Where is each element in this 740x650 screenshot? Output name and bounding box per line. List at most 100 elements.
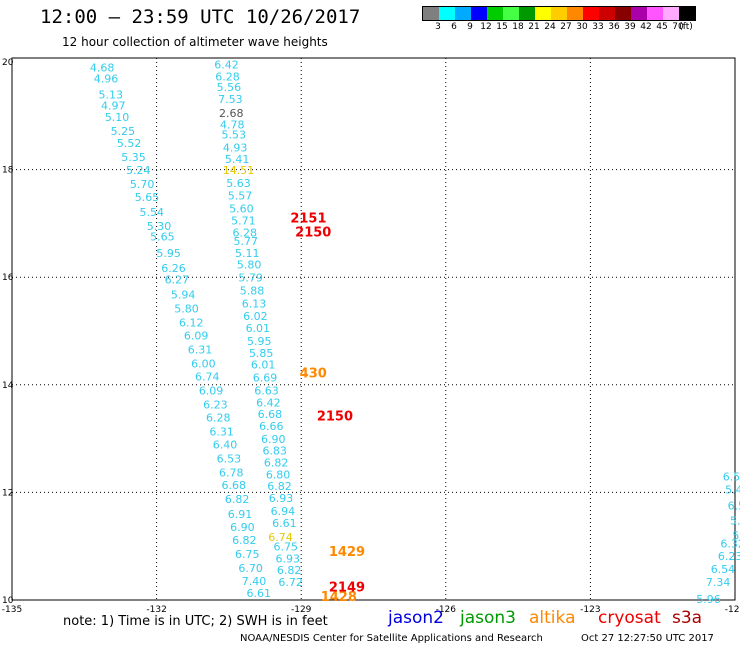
- wave-height-label: 6.75: [235, 548, 260, 561]
- wave-height-label: 6.75: [274, 541, 299, 554]
- wave-height-label: 6.00: [191, 358, 216, 371]
- legend-swatch: [455, 7, 471, 20]
- wave-height-label: 6.55: [728, 500, 740, 513]
- wave-height-label: 6.66: [259, 420, 284, 433]
- wave-height-label: 5.96: [696, 593, 721, 606]
- wave-height-label: 5.53: [732, 530, 740, 543]
- wave-height-label: 6.27: [165, 274, 190, 287]
- wave-height-label: 5.65: [135, 191, 160, 204]
- wave-height-label: 5.41: [225, 153, 250, 166]
- wave-height-label: 6.61: [272, 517, 297, 530]
- wave-height-label: 4.68: [90, 62, 115, 75]
- wave-height-label: 6.28: [215, 70, 240, 83]
- wave-height-label: 5.80: [237, 259, 262, 272]
- legend-swatch: [471, 7, 487, 20]
- wave-height-label: 2149: [329, 580, 365, 595]
- wave-height-label: 5.65: [150, 231, 175, 244]
- satellite-name-jason2: jason2: [388, 608, 444, 628]
- wave-height-label: 7.53: [218, 93, 243, 106]
- wave-height-label: 5.11: [235, 247, 260, 260]
- generated-timestamp: Oct 27 12:27:50 UTC 2017: [581, 633, 714, 644]
- y-tick-label: 16: [2, 273, 14, 283]
- y-tick-label: 14: [2, 381, 14, 391]
- wave-height-label: 5.10: [105, 111, 130, 124]
- wave-height-label: 6.31: [188, 344, 213, 357]
- legend-swatch: [503, 7, 519, 20]
- legend-label: 21: [528, 22, 540, 32]
- legend-label: 15: [496, 22, 508, 32]
- wave-height-label: 5.88: [240, 284, 265, 297]
- wave-height-label: 6.12: [179, 317, 204, 330]
- wave-height-label: 6.90: [230, 521, 255, 534]
- wave-height-label: 7.40: [242, 575, 267, 588]
- wave-height-label: 5.70: [130, 178, 155, 191]
- page-subtitle: 12 hour collection of altimeter wave hei…: [62, 35, 328, 49]
- wave-height-label: 5.95: [156, 247, 181, 260]
- satellite-name-cryosat: cryosat: [598, 608, 661, 628]
- wave-height-label: 1428: [321, 590, 357, 605]
- wave-height-label: 5.54: [140, 206, 165, 219]
- legend-label: 45: [656, 22, 668, 32]
- legend-swatch: [631, 7, 647, 20]
- wave-height-label: 6.72: [278, 576, 303, 589]
- wave-height-label: 6.68: [221, 479, 246, 492]
- wave-height-label: 7.34: [706, 576, 731, 589]
- wave-height-label: 6.82: [277, 564, 302, 577]
- legend-swatch: [615, 7, 631, 20]
- legend-swatch: [519, 7, 535, 20]
- legend-swatch: [583, 7, 599, 20]
- legend-swatch: [647, 7, 663, 20]
- wave-height-label: 6.82: [225, 493, 250, 506]
- wave-height-label: 5.25: [111, 125, 136, 138]
- legend-swatch: [423, 7, 439, 20]
- legend-label: (ft): [679, 22, 693, 32]
- wave-height-label: 6.28: [233, 226, 258, 239]
- wave-height-label: 6.13: [242, 297, 267, 310]
- wave-height-label: 6.82: [267, 480, 292, 493]
- wave-height-label: 4.96: [94, 72, 119, 85]
- wave-height-label: 6.68: [258, 408, 283, 421]
- wave-height-label: 5.79: [238, 272, 263, 285]
- wave-height-label: 2.68: [219, 107, 244, 120]
- satellite-name-jason3: jason3: [460, 608, 516, 628]
- satellite-name-altika: altika: [529, 608, 576, 628]
- wave-height-label: 4.78: [220, 119, 245, 132]
- wave-height-label: 6.32: [720, 537, 740, 550]
- wave-height-label: 5.77: [234, 235, 259, 248]
- wave-height-label: 2150: [295, 225, 331, 240]
- legend-label: 36: [608, 22, 620, 32]
- wave-height-label: 6.93: [275, 552, 300, 565]
- x-tick-label: -123: [580, 605, 600, 615]
- wave-height-label: 6.61: [247, 587, 272, 600]
- wave-height-label: 5.53: [221, 128, 246, 141]
- wave-height-label: 2150: [317, 409, 353, 424]
- satellite-name-s3a: s3a: [672, 608, 703, 628]
- wave-height-label: 4.97: [101, 99, 126, 112]
- y-tick-label: 20: [2, 58, 14, 68]
- wave-height-label: 6.42: [256, 396, 281, 409]
- wave-height-label: 5.94: [171, 289, 196, 302]
- footer-note: note: 1) Time is in UTC; 2) SWH is in fe…: [63, 614, 328, 629]
- legend-swatch: [551, 7, 567, 20]
- wave-height-label: 6.82: [232, 534, 257, 547]
- wave-height-label: 5.45: [725, 483, 740, 496]
- wave-height-label: 430: [300, 366, 327, 381]
- legend-label: 39: [624, 22, 636, 32]
- wave-height-label: 5.80: [730, 515, 740, 528]
- color-scale-legend: 3 6 9 12 15 18 21 24 27 30 33 36 39 42 45 70 (ft): [422, 6, 696, 33]
- wave-height-label: 6.26: [161, 262, 186, 275]
- legend-swatch: [567, 7, 583, 20]
- wave-height-label: 5.63: [226, 177, 251, 190]
- wave-height-label: 5.24: [126, 164, 151, 177]
- legend-label: 6: [451, 22, 457, 32]
- wave-height-label: 5.60: [229, 203, 254, 216]
- wave-height-label: 6.83: [262, 445, 287, 458]
- x-tick-label: -126: [436, 605, 457, 615]
- wave-height-label: 6.91: [228, 508, 253, 521]
- legend-label: 27: [560, 22, 572, 32]
- wave-height-label: 6.23: [203, 398, 228, 411]
- wave-height-label: 6.93: [269, 492, 294, 505]
- wave-height-label: 6.63: [254, 384, 279, 397]
- wave-height-label: 6.70: [238, 562, 263, 575]
- wave-height-label: 6.54: [711, 563, 736, 576]
